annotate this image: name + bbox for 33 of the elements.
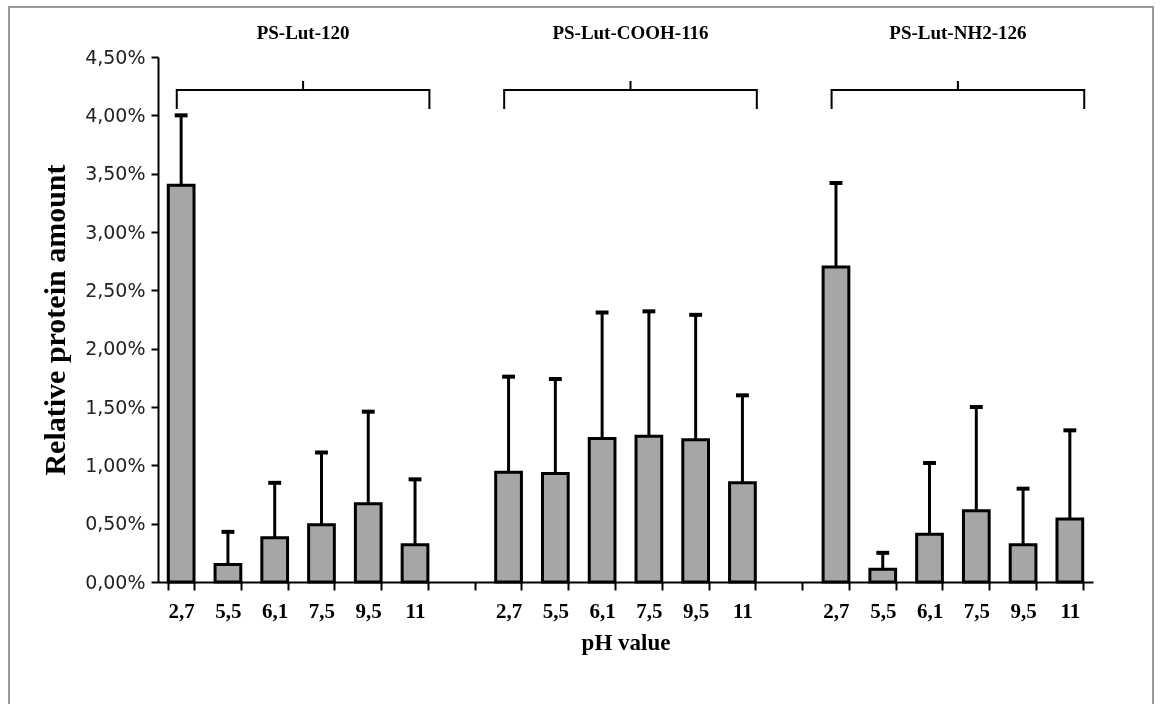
x-tick-label: 9,5 [355,598,382,623]
x-tick-label: 7,5 [636,598,663,623]
x-tick-label: 5,5 [542,598,569,623]
y-tick-label: 4,00% [85,103,146,126]
x-tick-label: 2,7 [168,598,195,623]
y-tick-label: 2,00% [85,337,146,360]
x-axis-title: pH value [581,629,671,655]
x-tick-label: 6,1 [262,598,289,623]
text: PS-Lut-COOH-116 [552,22,709,43]
x-tick-label: 2,7 [495,598,523,623]
x-tick-label: 7,5 [308,598,336,623]
x-tick-label: 9,5 [1010,598,1037,623]
x-tick-label: 11 [1060,598,1081,623]
text: PS-Lut-120 [256,22,350,43]
y-tick-label: 4,50% [85,45,146,68]
y-tick-label: 3,00% [85,220,146,243]
y-tick-label: 1,00% [85,453,146,476]
x-tick-label: 6,1 [589,598,616,623]
x-tick-label: 2,7 [823,598,850,623]
x-tick-label: 5,5 [215,598,242,623]
x-tick-label: 9,5 [683,598,710,623]
x-tick-label: 6,1 [916,598,944,623]
y-tick-label: 3,50% [85,162,146,185]
x-tick-label: 11 [405,598,426,623]
y-axis-title: Relative protein amount [38,164,72,476]
x-tick-label: 11 [733,598,753,623]
y-tick-label: 0,50% [85,512,146,535]
y-tick-label: 2,50% [85,278,146,301]
x-tick-label: 7,5 [963,598,990,623]
y-tick-label: 1,50% [85,395,146,418]
text: PS-Lut-NH2-126 [889,22,1027,43]
x-tick-label: 5,5 [870,598,897,623]
y-tick-label: 0,00% [85,570,146,593]
